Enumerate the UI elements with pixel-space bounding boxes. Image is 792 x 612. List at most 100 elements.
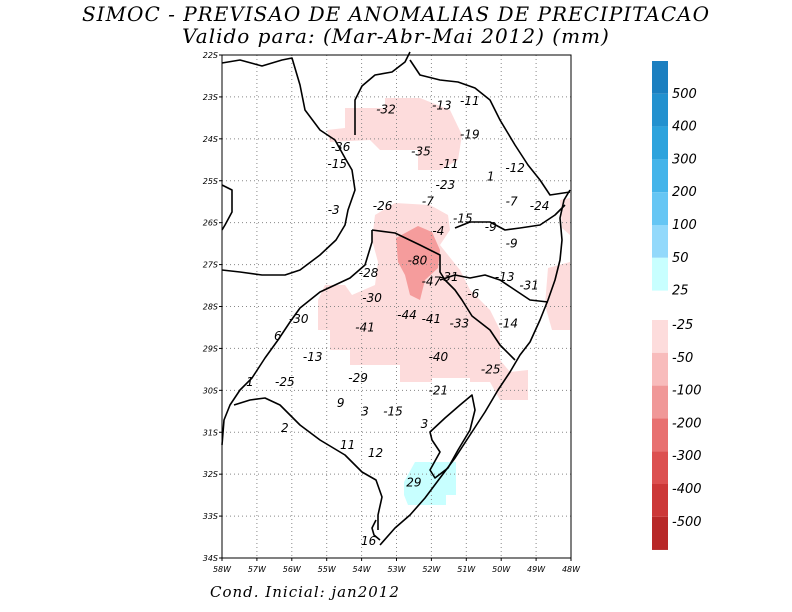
- coastline-and-borders: [221, 51, 571, 546]
- legend-label-negative: -400: [672, 482, 702, 497]
- legend-label-negative: -300: [672, 449, 702, 464]
- lon-tick-label: 52W: [422, 565, 441, 574]
- lat-tick-label: 24S: [203, 135, 218, 144]
- anomaly-value-label: -30: [362, 291, 382, 305]
- border-misiones: [371, 229, 516, 361]
- lat-tick-label: 25S: [203, 177, 218, 186]
- legend-swatch-positive: [652, 225, 668, 258]
- anomaly-value-label: -33: [450, 316, 470, 330]
- anomaly-value-label: -4: [432, 224, 444, 238]
- state-border-sc-pr: [454, 204, 566, 231]
- anomaly-value-label: -44: [397, 308, 417, 322]
- lon-tick-label: 56W: [283, 565, 302, 574]
- anomaly-value-label: -13: [432, 98, 452, 112]
- legend-swatch-negative: [652, 418, 668, 452]
- legend-swatch-negative: [652, 320, 668, 353]
- anomaly-value-label: -21: [429, 383, 449, 397]
- legend-swatch-negative: [652, 451, 668, 484]
- legend-label-negative: -500: [672, 515, 702, 530]
- anomaly-value-label: 9: [337, 396, 345, 410]
- lat-tick-label: 32S: [203, 470, 218, 479]
- anomaly-value-label: -11: [439, 157, 459, 171]
- legend-label-positive: 50: [672, 251, 689, 266]
- map-title: SIMOC - PREVISAO DE ANOMALIAS DE PRECIPI…: [81, 2, 711, 26]
- legend-swatch-negative: [652, 352, 668, 386]
- lagoon-patos: [429, 394, 476, 479]
- border-paraguay-brazil: [354, 51, 411, 135]
- anomaly-value-label: -80: [408, 253, 428, 267]
- anomaly-value-label: 3: [421, 417, 429, 431]
- lon-tick-label: 54W: [353, 565, 372, 574]
- legend-label-positive: 300: [672, 152, 697, 167]
- legend-swatch-positive: [652, 93, 668, 127]
- lat-tick-label: 26S: [203, 219, 218, 228]
- legend-swatch-negative: [652, 385, 668, 419]
- anomaly-value-label: -13: [303, 350, 323, 364]
- map-subtitle: Valido para: (Mar-Abr-Mai 2012) (mm): [182, 24, 610, 48]
- border-uruguay: [233, 397, 383, 530]
- legend-label-positive: 500: [672, 87, 697, 102]
- anomaly-value-label: 11: [340, 438, 355, 452]
- anomaly-value-label: 12: [368, 446, 383, 460]
- anomaly-value-label: -25: [275, 375, 295, 389]
- lon-tick-label: 50W: [492, 565, 511, 574]
- anomaly-value-label: -19: [460, 128, 480, 142]
- shade-neg-50: [396, 226, 440, 300]
- anomaly-value-label: -12: [505, 161, 525, 175]
- anomaly-value-label: -9: [506, 237, 518, 251]
- lat-tick-label: 33S: [203, 512, 218, 521]
- anomaly-value-label: -15: [327, 157, 347, 171]
- anomaly-value-label: -32: [376, 102, 396, 116]
- anomaly-value-label: -23: [436, 178, 456, 192]
- shade-neg-25-north: [327, 98, 462, 170]
- anomaly-value-labels: -32 -13 -11-19-36 -35-15 -11 -121-23-7 -7 -24-3…: [246, 94, 549, 548]
- anomaly-value-label: 2: [281, 421, 289, 435]
- anomaly-value-label: -7: [422, 195, 434, 209]
- anomaly-value-label: -15: [453, 211, 473, 225]
- lon-tick-label: 58W: [213, 565, 232, 574]
- anomaly-value-label: -13: [495, 270, 515, 284]
- lat-tick-label: 27S: [203, 261, 218, 270]
- lat-tick-label: 23S: [203, 93, 218, 102]
- lon-tick-label: 49W: [527, 565, 546, 574]
- lat-tick-label: 31S: [203, 428, 218, 437]
- lat-tick-label: 28S: [203, 303, 218, 312]
- lon-tick-label: 51W: [457, 565, 476, 574]
- anomaly-value-label: -25: [481, 362, 501, 376]
- anomaly-value-label: -41: [422, 312, 442, 326]
- legend-swatch-positive: [652, 257, 668, 291]
- legend-label-positive: 200: [672, 185, 697, 200]
- anomaly-value-label: -31: [439, 270, 459, 284]
- lat-tick-label: 30S: [203, 386, 218, 395]
- initial-condition-note: Cond. Inicial: jan2012: [210, 583, 400, 601]
- anomaly-value-label: 1: [487, 170, 495, 184]
- coast-small-south: [371, 519, 381, 541]
- legend-label-positive: 25: [672, 284, 689, 299]
- legend-label-negative: -100: [672, 384, 702, 399]
- anomaly-value-label: -26: [373, 199, 393, 213]
- anomaly-value-label: -41: [355, 320, 375, 334]
- anomaly-value-label: 16: [361, 534, 377, 548]
- shade-neg-25-east: [545, 262, 570, 330]
- latitude-tick-labels: 22S 23S 24S 25S 26S 27S 28S 29S 30S 31S 32S 33S 34S: [203, 51, 222, 563]
- lon-tick-label: 53W: [387, 565, 406, 574]
- legend-label-negative: -50: [672, 351, 693, 366]
- state-border-sc-rs: [439, 274, 549, 303]
- anomaly-value-label: 6: [274, 329, 282, 343]
- anomaly-value-label: 29: [406, 476, 421, 490]
- anomaly-value-label: -3: [328, 203, 340, 217]
- border-west-loop: [221, 184, 233, 231]
- legend-swatch-positive: [652, 126, 668, 160]
- shade-neg-25-central: [318, 203, 528, 400]
- anomaly-value-label: -28: [359, 266, 379, 280]
- anomaly-value-label: -24: [530, 199, 550, 213]
- anomaly-value-label: 1: [246, 375, 254, 389]
- coastline-southeast: [379, 189, 571, 546]
- state-border-pr-sp: [409, 59, 571, 196]
- lat-tick-label: 34S: [203, 554, 218, 563]
- anomaly-value-label: -7: [506, 195, 518, 209]
- lon-tick-label: 48W: [562, 565, 581, 574]
- anomaly-value-label: -36: [331, 140, 351, 154]
- longitude-tick-labels: 58W 57W 56W 55W 54W 53W 52W 51W 50W 49W 48W: [213, 558, 581, 574]
